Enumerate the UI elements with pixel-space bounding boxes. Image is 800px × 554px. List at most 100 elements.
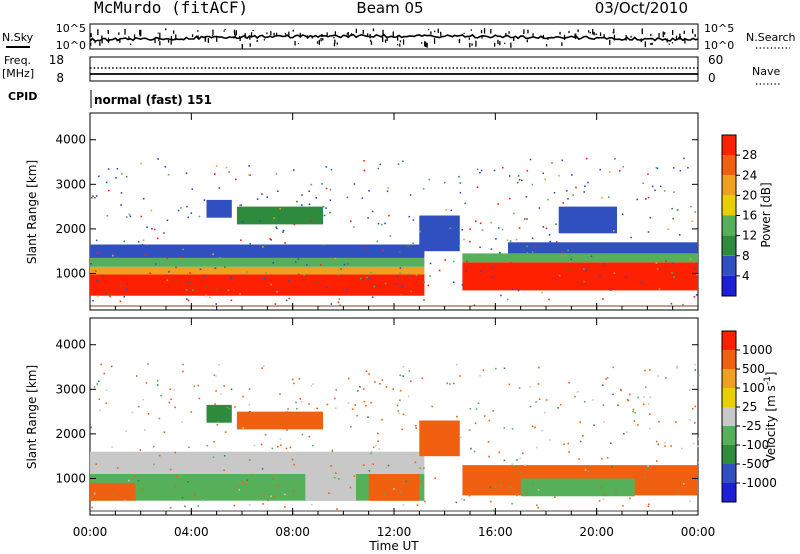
scatter-speck — [381, 223, 383, 226]
scatter-speck — [399, 251, 401, 253]
scatter-speck — [648, 503, 650, 506]
velocity-colorbar-label-exp: -1 — [763, 376, 773, 385]
scatter-speck — [340, 268, 342, 270]
scatter-speck — [285, 299, 288, 302]
scatter-speck — [93, 492, 96, 495]
scatter-speck — [670, 445, 672, 447]
scatter-speck — [182, 370, 184, 373]
scatter-speck — [625, 431, 628, 433]
scatter-speck — [263, 494, 266, 496]
scatter-speck — [174, 451, 176, 454]
scatter-speck — [335, 389, 337, 391]
scatter-speck — [660, 185, 662, 188]
scatter-speck — [270, 283, 272, 286]
scatter-speck — [657, 443, 660, 446]
scatter-speck — [353, 475, 355, 477]
scatter-speck — [199, 268, 202, 271]
scatter-speck — [236, 487, 239, 489]
scatter-speck — [225, 166, 228, 169]
scatter-speck — [168, 270, 170, 273]
noise-tick-right-high: 10^5 — [704, 22, 734, 35]
x-tick-label: 20:00 — [579, 525, 614, 539]
scatter-speck — [643, 396, 645, 398]
scatter-speck — [389, 235, 392, 237]
colorbar-tick-label: -1000 — [742, 476, 777, 490]
scatter-speck — [511, 463, 514, 465]
scatter-speck — [187, 299, 190, 302]
nsearch-point — [399, 40, 402, 43]
nsearch-point — [191, 34, 194, 38]
colorbar-tick-label: 100 — [742, 381, 765, 395]
nsearch-point — [589, 31, 591, 34]
scatter-speck — [139, 487, 141, 489]
nsearch-point — [297, 43, 300, 44]
nsearch-point — [613, 34, 616, 41]
scatter-speck — [694, 369, 697, 371]
scatter-speck — [482, 369, 485, 372]
scatter-speck — [383, 493, 386, 496]
scatter-speck — [421, 245, 424, 247]
scatter-speck — [279, 207, 281, 210]
nsearch-point — [256, 36, 258, 39]
scatter-speck — [376, 284, 379, 287]
scatter-speck — [90, 263, 92, 265]
scatter-speck — [531, 237, 534, 240]
scatter-speck — [643, 403, 645, 406]
scatter-speck — [401, 285, 403, 288]
nsearch-point — [470, 29, 472, 31]
colorbar-frame — [721, 330, 737, 503]
scatter-speck — [501, 228, 504, 231]
scatter-speck — [516, 459, 518, 461]
nsearch-label: N.Search — [746, 31, 796, 44]
scatter-speck — [217, 421, 219, 423]
scatter-speck — [362, 388, 365, 390]
colorbar-tick-label: 12 — [742, 229, 757, 243]
scatter-speck — [463, 499, 465, 501]
scatter-speck — [372, 463, 374, 465]
scatter-speck — [489, 486, 492, 489]
nsearch-point — [650, 43, 652, 45]
scatter-speck — [96, 279, 98, 282]
nsearch-point — [204, 38, 206, 42]
scatter-speck — [348, 377, 350, 380]
scatter-speck — [325, 166, 328, 168]
scatter-speck — [623, 432, 625, 435]
scatter-speck — [502, 166, 504, 169]
nsearch-point — [392, 31, 394, 37]
scatter-speck — [606, 456, 609, 459]
scatter-speck — [524, 218, 526, 220]
scatter-speck — [615, 490, 617, 492]
scatter-speck — [687, 166, 689, 169]
y-tick-label: 2000 — [55, 427, 86, 441]
scatter-speck — [509, 240, 512, 242]
scatter-speck — [531, 251, 534, 253]
scatter-speck — [262, 246, 264, 248]
nsearch-point — [662, 31, 664, 38]
scatter-speck — [353, 226, 355, 228]
scatter-speck — [299, 398, 302, 400]
scatter-speck — [474, 422, 477, 425]
scatter-speck — [466, 260, 468, 263]
scatter-speck — [126, 275, 129, 277]
nsearch-point — [545, 43, 548, 47]
nsearch-point — [599, 32, 602, 37]
scatter-speck — [147, 363, 149, 365]
scatter-speck — [468, 486, 471, 488]
scatter-speck — [382, 249, 384, 252]
scatter-speck — [649, 413, 651, 415]
scatter-speck — [651, 185, 654, 188]
nsearch-point — [683, 30, 685, 34]
scatter-speck — [329, 211, 331, 214]
nsearch-point — [170, 36, 173, 41]
scatter-speck — [185, 172, 188, 174]
scatter-speck — [431, 405, 433, 408]
nsearch-point — [212, 29, 214, 36]
scatter-speck — [534, 426, 536, 429]
scatter-speck — [511, 428, 514, 430]
scatter-speck — [453, 382, 455, 385]
scatter-speck — [277, 445, 279, 448]
scatter-speck — [649, 396, 652, 399]
scatter-speck — [98, 398, 100, 400]
scatter-speck — [579, 440, 582, 443]
scatter-speck — [683, 483, 685, 485]
